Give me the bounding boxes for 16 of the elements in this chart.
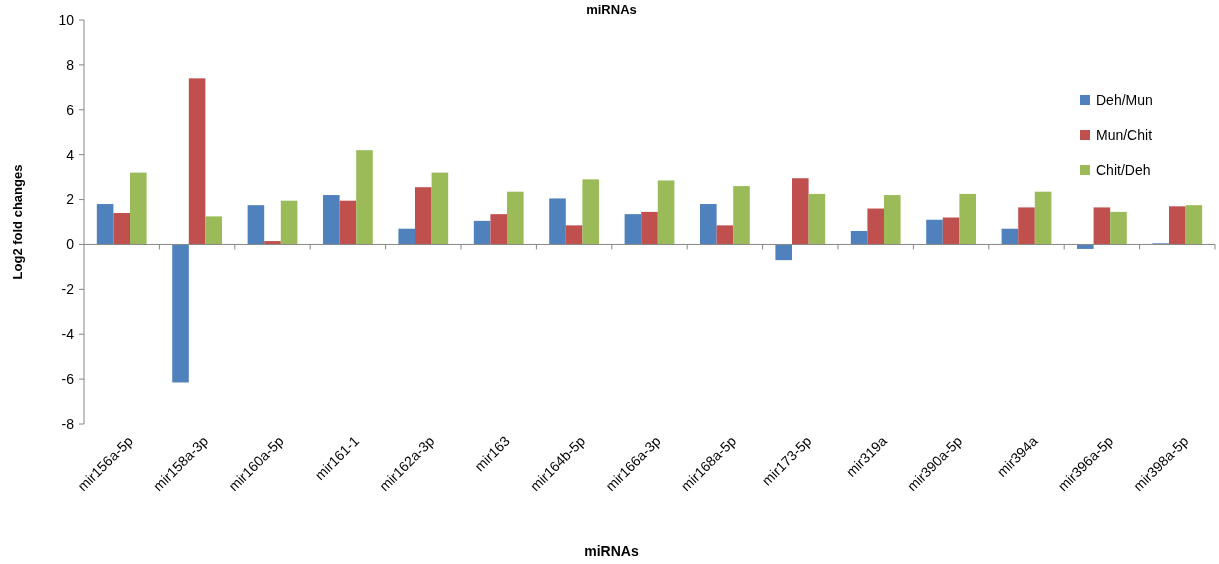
y-tick-label: -4 bbox=[61, 326, 75, 343]
y-tick-label: 4 bbox=[66, 146, 75, 163]
y-tick-label: -8 bbox=[61, 415, 75, 432]
y-tick-label: 6 bbox=[66, 101, 75, 118]
y-tick-label: 0 bbox=[66, 236, 75, 253]
y-axis-title: Log2 fold changes bbox=[10, 164, 25, 280]
y-tick-label: 8 bbox=[66, 56, 75, 73]
y-tick-label: -6 bbox=[61, 371, 75, 388]
x-axis-title: miRNAs bbox=[584, 543, 639, 559]
legend-label: Deh/Mun bbox=[1096, 91, 1153, 108]
chart-title: miRNAs bbox=[586, 2, 637, 17]
y-tick-label: -2 bbox=[61, 281, 75, 298]
y-tick-label: 2 bbox=[66, 191, 75, 208]
y-tick-label: 10 bbox=[58, 11, 75, 28]
legend-label: Chit/Deh bbox=[1096, 161, 1151, 178]
legend-label: Mun/Chit bbox=[1096, 126, 1153, 143]
